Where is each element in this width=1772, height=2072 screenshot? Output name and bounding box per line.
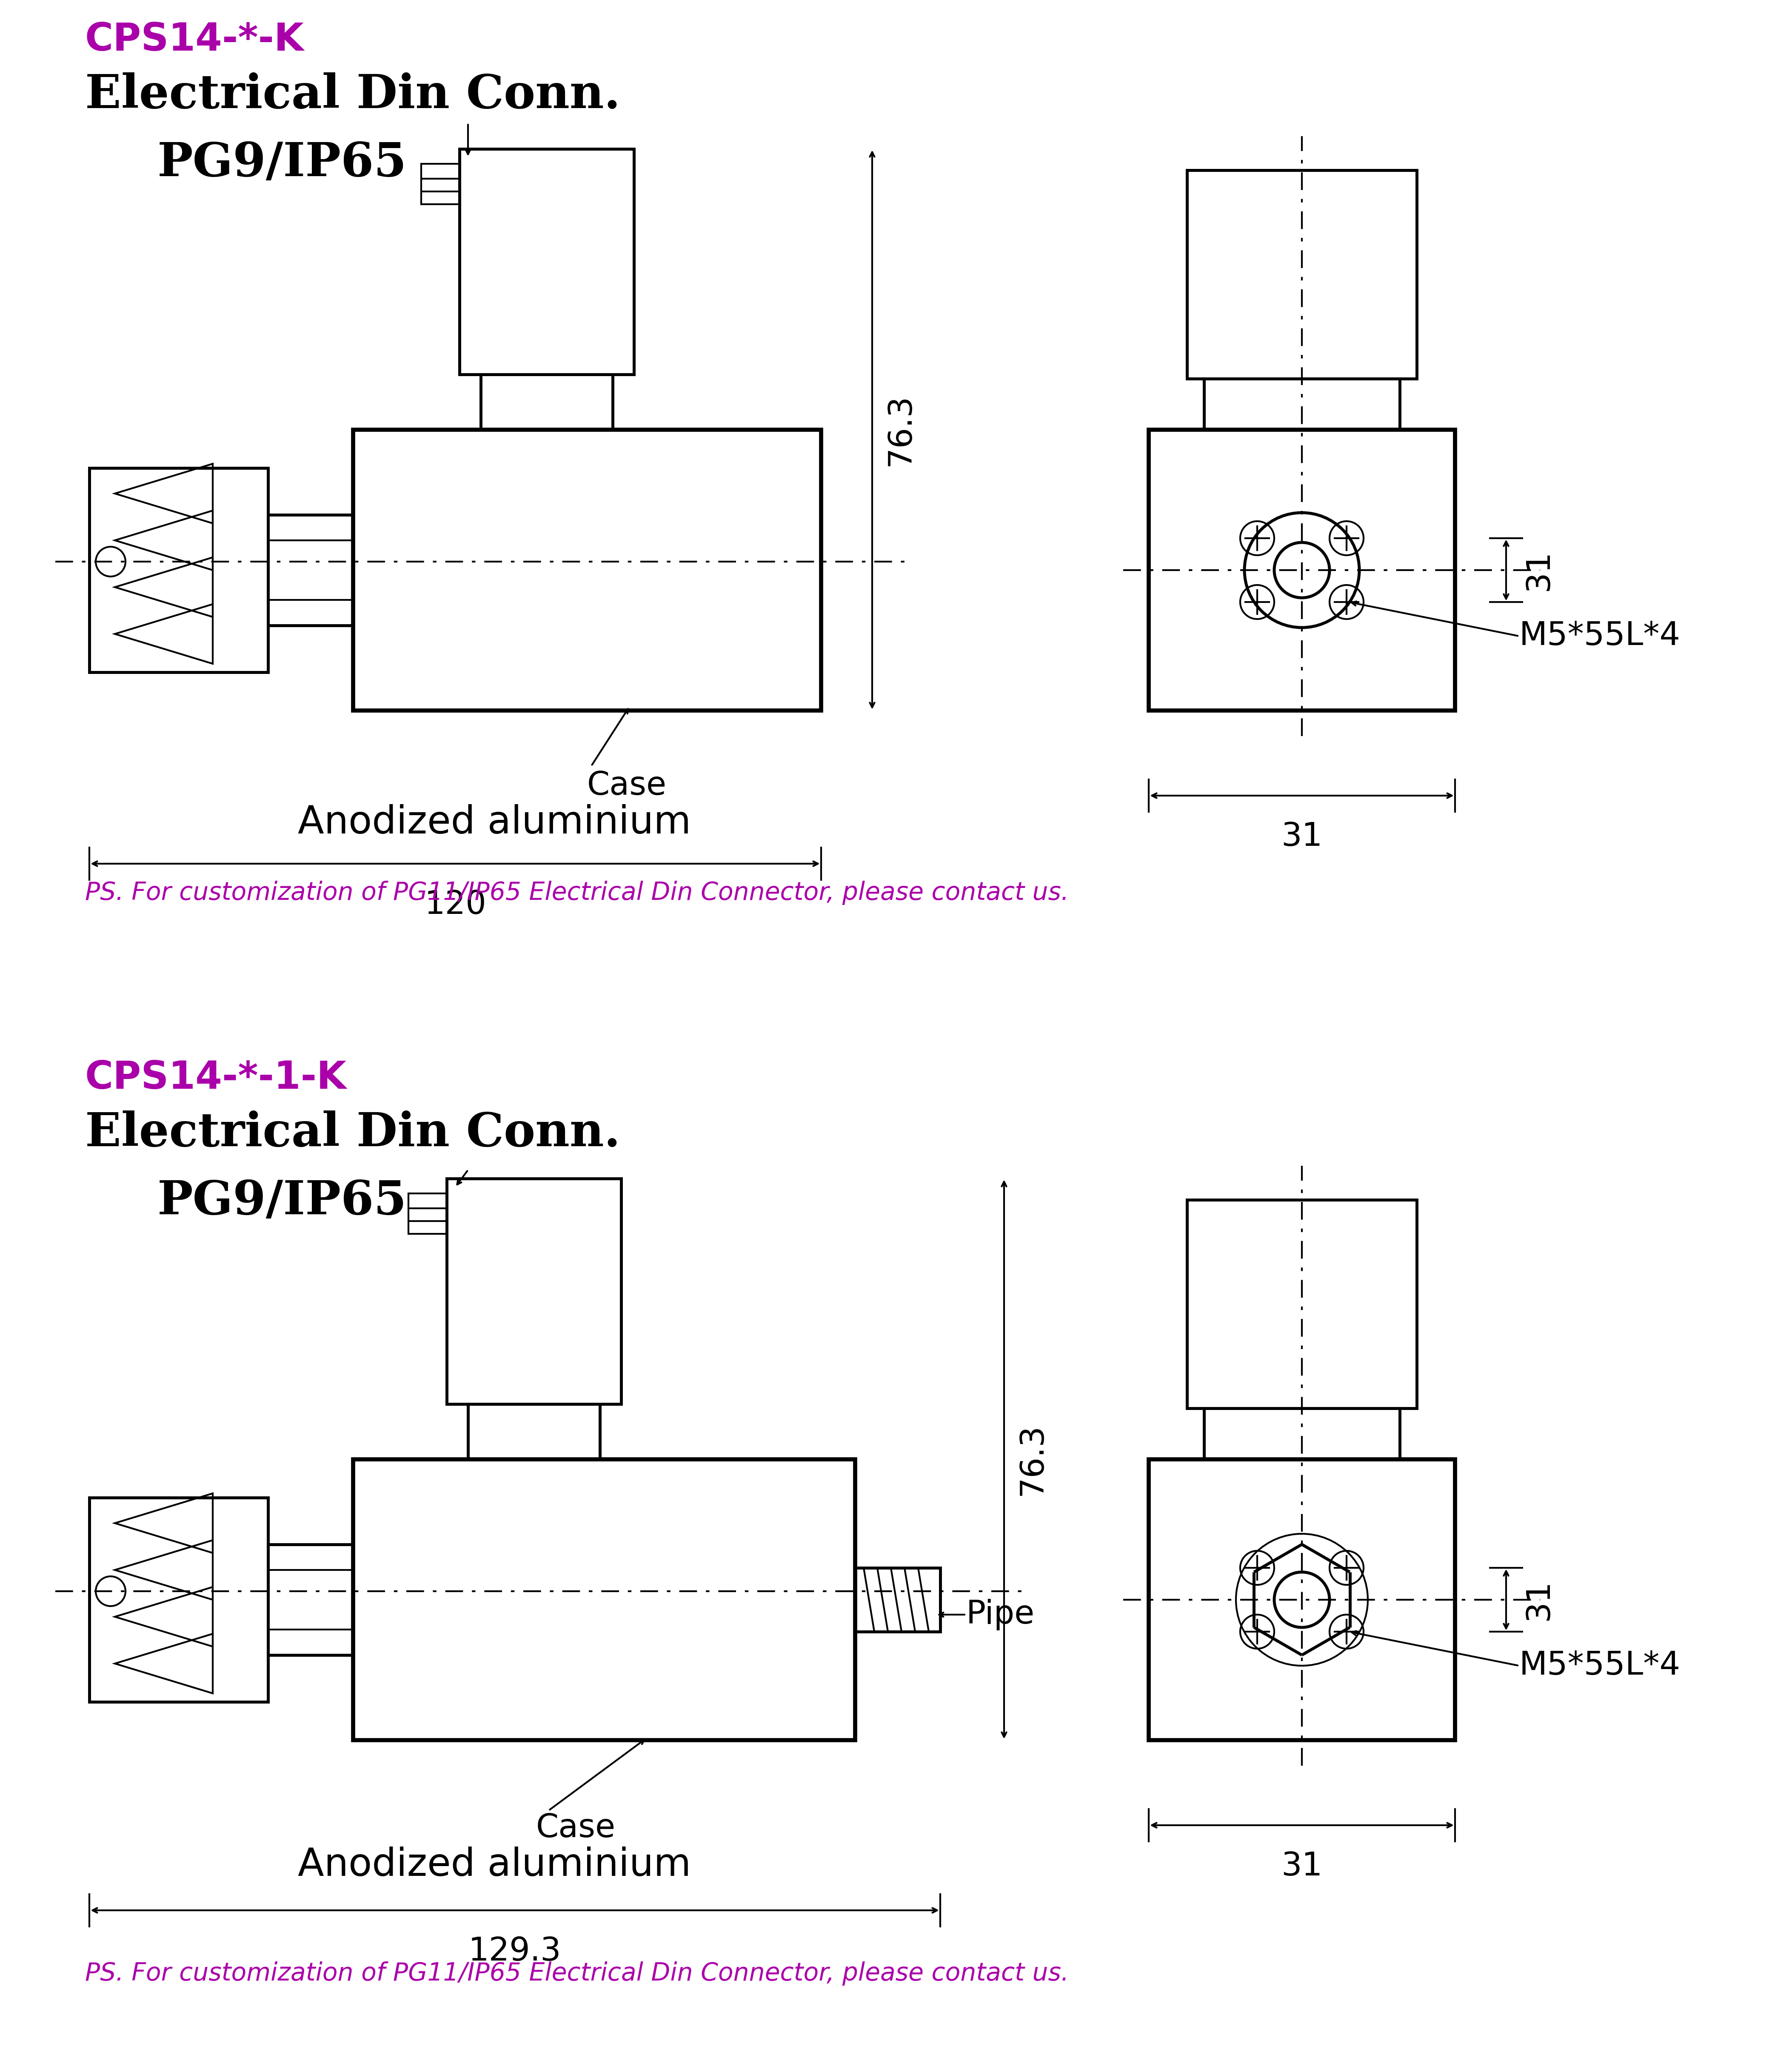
- Bar: [447, 1179, 622, 1405]
- Text: M5*55L*4: M5*55L*4: [1519, 1649, 1680, 1680]
- Text: 31: 31: [1281, 821, 1322, 852]
- Text: 129.3: 129.3: [468, 1935, 562, 1966]
- Text: 76.3: 76.3: [1017, 1423, 1049, 1496]
- Text: PG9/IP65: PG9/IP65: [158, 141, 408, 186]
- Text: 31: 31: [1281, 1850, 1322, 1881]
- Text: Case: Case: [587, 771, 666, 802]
- Bar: [856, 1569, 941, 1631]
- Bar: [1187, 170, 1418, 379]
- Bar: [480, 375, 613, 429]
- Bar: [1203, 379, 1400, 429]
- Text: M5*55L*4: M5*55L*4: [1519, 620, 1680, 653]
- Text: 120: 120: [424, 889, 486, 920]
- Text: 31: 31: [1524, 549, 1554, 591]
- Text: 31: 31: [1524, 1579, 1554, 1620]
- Bar: [1187, 1200, 1418, 1409]
- Text: CPS14-*-K: CPS14-*-K: [85, 21, 305, 58]
- Bar: [459, 149, 634, 375]
- Bar: [422, 164, 459, 205]
- Bar: [89, 468, 268, 671]
- Text: PG9/IP65: PG9/IP65: [158, 1179, 408, 1225]
- Bar: [408, 1193, 447, 1233]
- Text: Anodized aluminium: Anodized aluminium: [298, 1846, 691, 1883]
- Text: Electrical Din Conn.: Electrical Din Conn.: [85, 1111, 620, 1156]
- Bar: [1148, 429, 1455, 711]
- Text: PS. For customization of PG11/IP65 Electrical Din Connector, please contact us.: PS. For customization of PG11/IP65 Elect…: [85, 1962, 1069, 1985]
- Text: PS. For customization of PG11/IP65 Electrical Din Connector, please contact us.: PS. For customization of PG11/IP65 Elect…: [85, 881, 1069, 905]
- Bar: [268, 514, 353, 626]
- Text: Electrical Din Conn.: Electrical Din Conn.: [85, 73, 620, 118]
- Text: Pipe: Pipe: [966, 1600, 1035, 1631]
- Bar: [268, 1544, 353, 1656]
- Text: Case: Case: [537, 1813, 615, 1844]
- Text: Anodized aluminium: Anodized aluminium: [298, 804, 691, 841]
- Bar: [89, 1498, 268, 1701]
- Text: 76.3: 76.3: [884, 394, 916, 466]
- Bar: [353, 429, 820, 711]
- Bar: [1148, 1459, 1455, 1740]
- Bar: [353, 1459, 856, 1740]
- Bar: [468, 1405, 601, 1459]
- Bar: [1203, 1409, 1400, 1459]
- Text: CPS14-*-1-K: CPS14-*-1-K: [85, 1059, 347, 1096]
